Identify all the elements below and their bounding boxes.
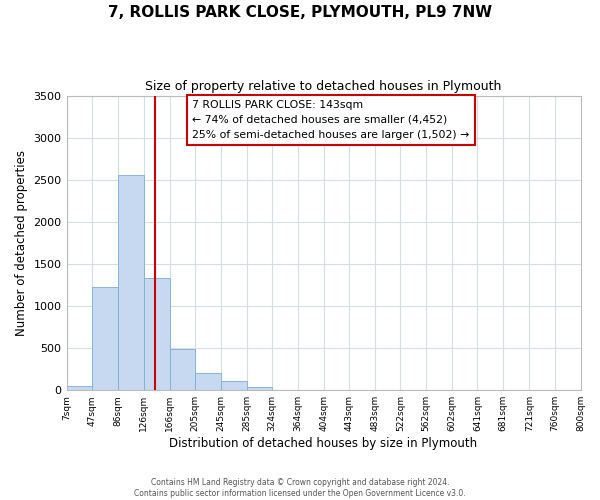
Bar — [195, 374, 221, 390]
Text: 7 ROLLIS PARK CLOSE: 143sqm
← 74% of detached houses are smaller (4,452)
25% of : 7 ROLLIS PARK CLOSE: 143sqm ← 74% of det… — [193, 100, 470, 140]
Bar — [143, 278, 170, 390]
Y-axis label: Number of detached properties: Number of detached properties — [15, 150, 28, 336]
Text: 7, ROLLIS PARK CLOSE, PLYMOUTH, PL9 7NW: 7, ROLLIS PARK CLOSE, PLYMOUTH, PL9 7NW — [108, 5, 492, 20]
Bar — [221, 381, 247, 390]
Bar — [92, 287, 118, 390]
Bar — [247, 387, 272, 390]
Bar — [67, 386, 92, 390]
Bar — [118, 174, 143, 390]
X-axis label: Distribution of detached houses by size in Plymouth: Distribution of detached houses by size … — [169, 437, 478, 450]
Title: Size of property relative to detached houses in Plymouth: Size of property relative to detached ho… — [145, 80, 502, 93]
Text: Contains HM Land Registry data © Crown copyright and database right 2024.
Contai: Contains HM Land Registry data © Crown c… — [134, 478, 466, 498]
Bar — [170, 349, 195, 390]
